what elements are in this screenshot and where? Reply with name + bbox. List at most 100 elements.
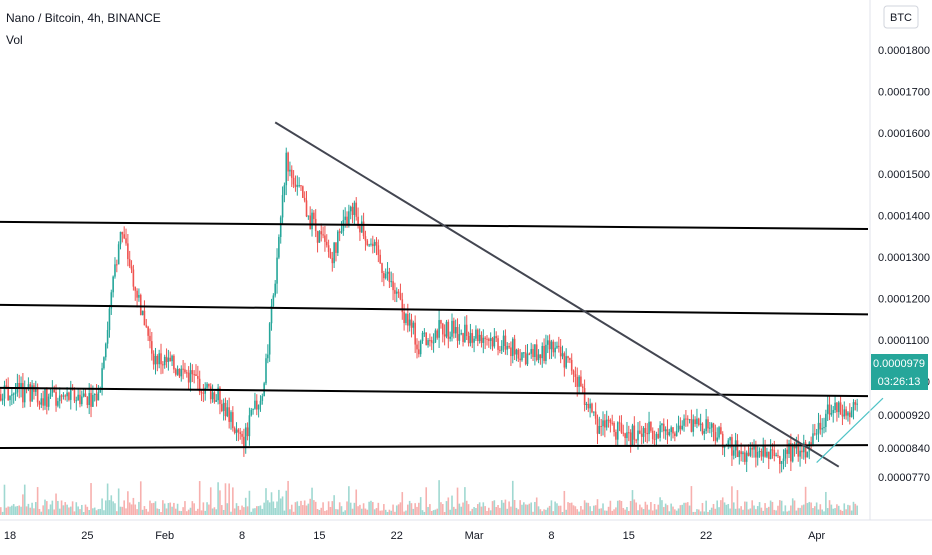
- candle-body: [565, 356, 567, 368]
- volume-bar: [685, 502, 687, 515]
- volume-bar: [441, 504, 444, 515]
- volume-bar: [633, 499, 636, 515]
- candle-body: [475, 329, 477, 339]
- candle-body: [815, 433, 818, 435]
- candle-body: [767, 451, 770, 459]
- volume-bar: [454, 508, 457, 515]
- candle-body: [388, 271, 391, 283]
- last-price-badge: 0.0000979 03:26:13: [871, 354, 928, 390]
- candle-body: [34, 387, 37, 392]
- candle-body: [79, 394, 81, 405]
- volume-bar: [211, 508, 214, 515]
- candle-body: [821, 428, 823, 430]
- candle-body: [747, 452, 750, 456]
- volume-bar: [769, 500, 772, 515]
- volume-bar: [443, 511, 446, 515]
- volume-bar: [195, 510, 197, 515]
- candle-body: [454, 326, 457, 334]
- volume-bar: [554, 501, 556, 515]
- candle-body: [106, 330, 109, 344]
- candle-body: [46, 388, 48, 407]
- candle-body: [837, 402, 840, 413]
- candle-body: [836, 402, 838, 413]
- trendline-layer[interactable]: [0, 121, 884, 468]
- candle-body: [351, 206, 354, 215]
- candle-body: [686, 418, 689, 420]
- candle-body: [447, 321, 450, 339]
- horizontal-trendline[interactable]: [0, 220, 869, 230]
- volume-bar: [856, 505, 858, 515]
- volume-bar: [727, 503, 730, 515]
- candle-body: [690, 419, 693, 432]
- candle-body: [465, 324, 468, 337]
- volume-bar: [462, 502, 464, 515]
- volume-bar: [0, 507, 2, 515]
- candle-body: [289, 169, 291, 172]
- volume-bar: [598, 508, 601, 515]
- candle-body: [473, 338, 475, 343]
- time-axis[interactable]: 18 25 Feb 8 15 22 Mar 8 15 22 Apr: [4, 530, 826, 542]
- volume-bar: [854, 503, 857, 515]
- candle-body: [217, 387, 219, 401]
- candle-body: [167, 357, 170, 362]
- volume-bar: [631, 490, 634, 515]
- candle-body: [696, 418, 698, 425]
- horizontal-trendline[interactable]: [0, 386, 869, 398]
- volume-bar: [720, 500, 722, 515]
- horizontal-trendline[interactable]: [0, 444, 869, 449]
- candle-body: [712, 423, 715, 433]
- volume-bar: [596, 499, 599, 515]
- volume-bar: [182, 507, 184, 515]
- candle-body: [416, 344, 418, 350]
- rising-support-line[interactable]: [816, 397, 884, 463]
- candle-body: [418, 349, 420, 355]
- volume-bar: [589, 506, 591, 515]
- volume-bar: [311, 487, 313, 515]
- volume-bar: [370, 500, 372, 515]
- candle-body: [823, 426, 825, 429]
- volume-bar: [788, 510, 790, 515]
- candle-body: [410, 319, 413, 328]
- volume-bar: [849, 505, 851, 515]
- candle-body: [664, 429, 667, 432]
- candle-body: [495, 336, 497, 339]
- candle-layer: [0, 147, 858, 474]
- volume-bar: [425, 487, 428, 515]
- candle-body: [653, 439, 656, 441]
- volume-bar: [421, 510, 424, 515]
- candle-body: [7, 386, 9, 401]
- price-axis[interactable]: BTC 0.0001800 0.0001700 0.0001600 0.0001500…: [878, 5, 930, 484]
- volume-bar: [208, 504, 210, 515]
- volume-bar: [5, 507, 8, 515]
- volume-bar: [226, 503, 229, 515]
- candle-body: [12, 393, 15, 395]
- volume-bar: [591, 511, 593, 515]
- candle-body: [151, 341, 153, 354]
- price-tick-label: 0.0001100: [878, 335, 929, 347]
- volume-bar: [215, 509, 218, 515]
- time-tick-label: 8: [239, 530, 245, 542]
- volume-bar: [320, 507, 323, 515]
- candle-body: [721, 433, 724, 448]
- volume-bar: [12, 504, 15, 515]
- volume-bar: [814, 506, 816, 515]
- candle-body: [460, 333, 463, 335]
- candle-body: [57, 401, 59, 406]
- candle-body: [793, 445, 796, 449]
- price-tick-label: 0.0001200: [878, 294, 930, 306]
- volume-bar: [806, 503, 809, 515]
- candle-body: [200, 392, 203, 394]
- currency-box[interactable]: [883, 5, 919, 29]
- volume-bar: [197, 508, 199, 515]
- volume-bar: [847, 504, 849, 515]
- volume-bar: [147, 511, 149, 515]
- volume-bar: [637, 510, 639, 515]
- candle-body: [213, 392, 216, 402]
- chart-title[interactable]: Nano / Bitcoin, 4h, BINANCE: [6, 11, 161, 25]
- candle-body: [252, 408, 254, 410]
- descending-trendline[interactable]: [274, 121, 840, 468]
- volume-indicator-label[interactable]: Vol: [6, 33, 23, 47]
- horizontal-trendline[interactable]: [0, 303, 869, 316]
